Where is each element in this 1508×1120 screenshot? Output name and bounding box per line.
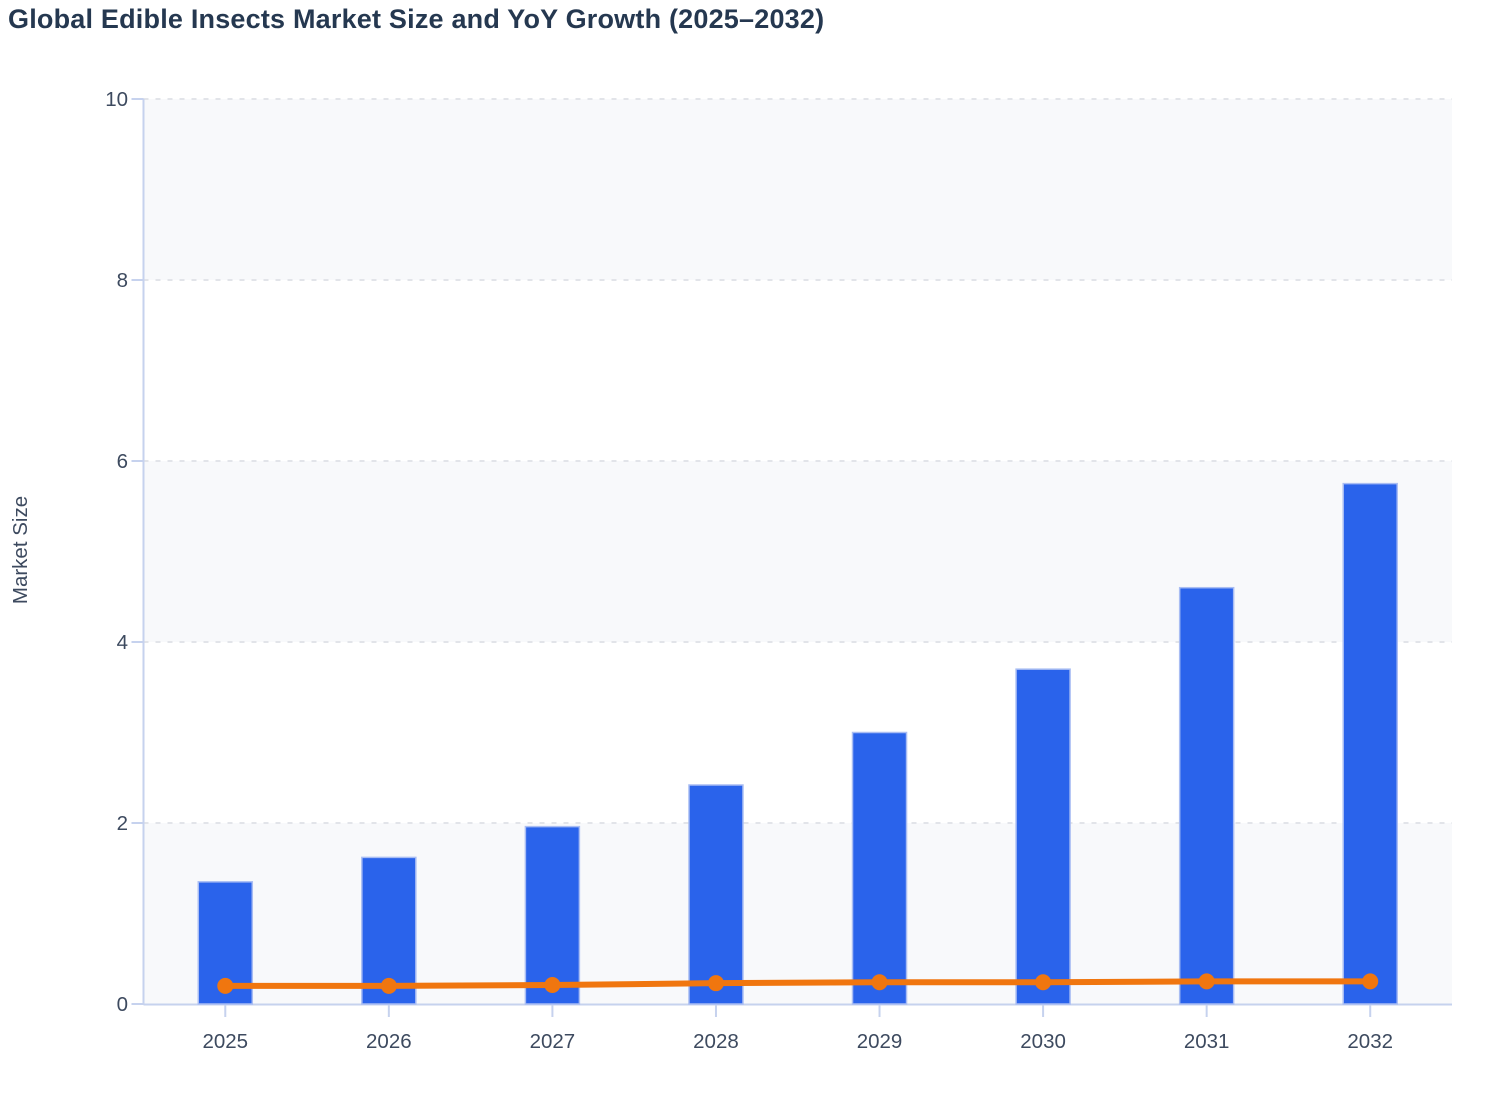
bar-2027[interactable] (524, 825, 581, 1005)
chart-title: Global Edible Insects Market Size and Yo… (8, 4, 825, 34)
x-tick-label-2028: 2028 (693, 1030, 739, 1053)
y-tick-label: 2 (117, 812, 128, 835)
x-tick-label-2027: 2027 (530, 1030, 576, 1053)
bar-2031[interactable] (1178, 586, 1235, 1005)
plot-band (143, 99, 1452, 280)
bar-2028[interactable] (688, 784, 744, 1005)
x-tick-label-2030: 2030 (1020, 1030, 1066, 1053)
x-tick-label-2029: 2029 (857, 1030, 903, 1053)
y-tick-label: 6 (117, 450, 128, 473)
bar-2030[interactable] (1015, 668, 1071, 1005)
growth-point-2027[interactable] (544, 976, 561, 993)
y-tick-label: 10 (105, 88, 128, 111)
x-tick-label-2026: 2026 (366, 1030, 412, 1053)
growth-point-2029[interactable] (871, 974, 888, 991)
x-tick-label-2032: 2032 (1347, 1030, 1393, 1053)
growth-point-2030[interactable] (1035, 974, 1052, 991)
plot-band (143, 823, 1452, 1004)
growth-point-2032[interactable] (1362, 973, 1379, 990)
growth-point-2025[interactable] (217, 977, 234, 994)
growth-point-2028[interactable] (707, 975, 724, 992)
bar-2029[interactable] (851, 731, 908, 1005)
bar-2032[interactable] (1342, 482, 1398, 1005)
growth-line (222, 978, 1374, 989)
y-tick-label: 0 (117, 993, 128, 1016)
plot-band (143, 461, 1452, 642)
y-tick-label: 8 (117, 269, 128, 292)
growth-point-2026[interactable] (380, 977, 397, 994)
x-tick-label-2031: 2031 (1184, 1030, 1230, 1053)
growth-point-2031[interactable] (1198, 973, 1215, 990)
x-tick-label-2025: 2025 (202, 1030, 248, 1053)
y-tick-label: 4 (117, 631, 128, 654)
